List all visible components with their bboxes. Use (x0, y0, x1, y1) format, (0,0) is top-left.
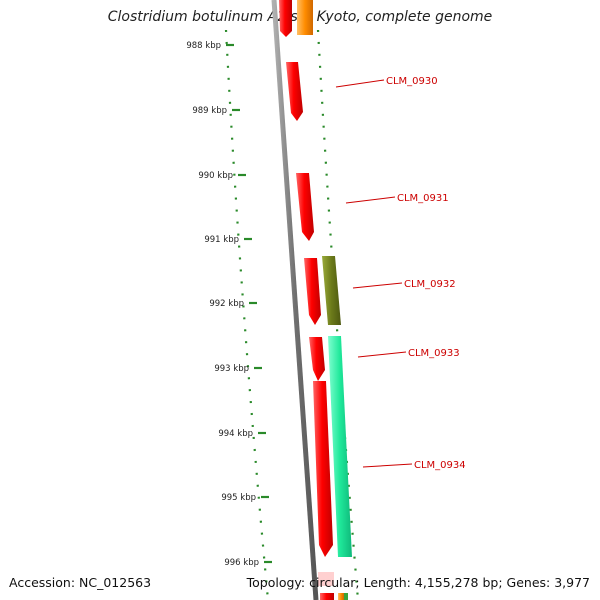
gene-bottom-pink (318, 572, 334, 586)
gene-bottom-red (320, 593, 334, 600)
axis-tick-label: 989 kbp (192, 106, 227, 116)
accession-text: Accession: NC_012563 (9, 575, 152, 590)
axis-tick-label: 995 kbp (221, 493, 256, 503)
gene-clm-0932 (322, 256, 341, 325)
outer-dotted-ring (224, 29, 270, 600)
axis-tick-label: 992 kbp (209, 299, 244, 309)
axis-tick-label: 988 kbp (186, 41, 221, 51)
gene-clm-0934 (328, 336, 352, 557)
gene-clm-0933 (309, 337, 325, 381)
axis-tick-label: 996 kbp (224, 558, 259, 568)
gene-leader-line (352, 282, 403, 289)
gene-top-orange (297, 0, 313, 35)
genome-summary-text: Topology: circular; Length: 4,155,278 bp… (246, 575, 590, 590)
gene-top-red (279, 0, 292, 37)
gene-clm-0930 (286, 62, 303, 121)
axis-tick-label: 990 kbp (198, 171, 233, 181)
axis-tick-label: 991 kbp (204, 235, 239, 245)
gene-leader-line (345, 196, 396, 204)
gene-label: CLM_0933 (408, 348, 460, 359)
gene-clm-0932-red (304, 258, 321, 325)
gene-leader-line (335, 79, 385, 88)
gene-clm-0931 (296, 173, 314, 241)
gene-label: CLM_0930 (386, 76, 438, 87)
axis-tick-label: 993 kbp (214, 364, 249, 374)
gene-leader-line (357, 351, 407, 358)
gene-clm-0934-red (313, 381, 333, 557)
axis-tick-label: 994 kbp (218, 429, 253, 439)
gene-label: CLM_0932 (404, 279, 456, 290)
gene-bottom-green (344, 593, 348, 600)
gene-leader-line (362, 463, 413, 468)
gene-bottom-orange (338, 593, 344, 600)
gene-label: CLM_0934 (414, 460, 466, 471)
gene-label: CLM_0931 (397, 193, 449, 204)
genome-backbone (271, 0, 319, 600)
